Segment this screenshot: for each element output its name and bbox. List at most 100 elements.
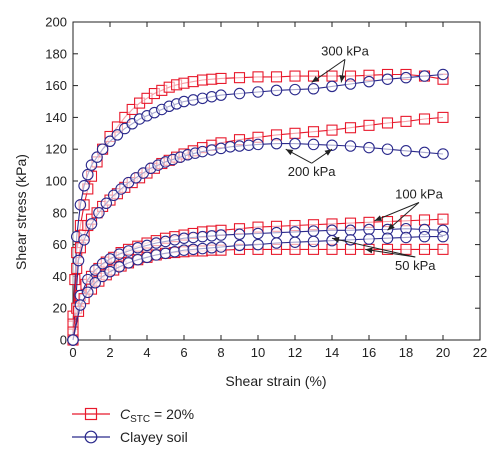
legend-item-stc: CSTC = 20% [72, 406, 194, 425]
x-tick-label: 18 [399, 345, 413, 360]
annotation-arrowhead-200kpa [285, 149, 294, 156]
annotation-arrowhead-100kpa [387, 223, 395, 231]
y-tick-label: 60 [53, 237, 67, 252]
y-tick-label: 80 [53, 205, 67, 220]
data-point-clay-300kpa [252, 86, 264, 98]
data-point-clay-200kpa [381, 143, 394, 155]
data-point-clay-300kpa [289, 83, 301, 96]
data-point-clay-300kpa [363, 75, 375, 88]
legend-marker-stc [84, 407, 98, 421]
data-point-stc-300kpa [126, 103, 138, 115]
data-point-clay-200kpa [400, 145, 412, 157]
legend-item-clay: Clayey soil [72, 429, 188, 445]
data-point-stc-300kpa [187, 76, 199, 88]
data-point-clay-300kpa [206, 90, 218, 103]
data-point-clay-200kpa [78, 234, 90, 246]
legend-label-stc-sub: STC [130, 414, 150, 425]
data-point-stc-100kpa [437, 213, 449, 225]
annotation-arrowhead-50kpa [332, 236, 340, 243]
annotation-arrow-50kpa [331, 237, 416, 258]
x-tick-label: 6 [180, 345, 187, 360]
annotation-arrowhead-50kpa [365, 247, 373, 254]
data-point-clay-300kpa [111, 129, 124, 141]
data-point-clay-100kpa [344, 224, 357, 237]
data-point-clay-300kpa [91, 151, 103, 163]
legend: CSTC = 20% Clayey soil [72, 406, 194, 445]
data-point-clay-50kpa [233, 239, 246, 252]
data-point-clay-300kpa [437, 68, 449, 81]
data-point-clay-200kpa [437, 148, 449, 160]
data-point-clay-50kpa [169, 246, 181, 258]
y-tick-label: 140 [45, 110, 67, 125]
data-point-stc-300kpa [215, 72, 227, 84]
data-point-clay-50kpa [418, 230, 431, 243]
data-point-clay-100kpa [89, 264, 101, 276]
y-tick-label: 40 [53, 269, 67, 284]
x-tick-label: 0 [69, 345, 76, 360]
annotation-arrowhead-300kpa [311, 75, 320, 83]
data-point-clay-50kpa [437, 230, 449, 243]
data-point-clay-100kpa [270, 226, 283, 239]
x-tick-label: 4 [143, 345, 150, 360]
data-point-stc-200kpa [381, 117, 394, 129]
data-point-clay-50kpa [89, 277, 101, 289]
data-point-stc-300kpa [196, 74, 209, 86]
data-point-clay-50kpa [289, 236, 301, 248]
data-point-stc-200kpa [289, 127, 301, 139]
data-point-clay-300kpa [381, 73, 394, 85]
data-point-stc-300kpa [326, 70, 338, 82]
series-stc-300kpa [67, 68, 449, 322]
data-point-clay-200kpa [115, 183, 127, 195]
x-tick-label: 12 [288, 345, 302, 360]
data-point-clay-300kpa [215, 89, 227, 101]
data-point-clay-300kpa [196, 92, 209, 105]
y-tick-label: 100 [45, 174, 67, 189]
data-point-stc-300kpa [206, 73, 218, 85]
y-tick-label: 120 [45, 142, 67, 157]
data-point-stc-200kpa [307, 126, 320, 138]
data-point-stc-300kpa [233, 72, 246, 84]
data-point-clay-300kpa [307, 83, 320, 95]
data-point-clay-100kpa [307, 225, 320, 237]
data-point-stc-300kpa [119, 111, 131, 123]
data-point-clay-300kpa [82, 168, 94, 181]
data-point-clay-300kpa [326, 80, 338, 93]
data-point-clay-50kpa [82, 286, 94, 299]
data-point-clay-300kpa [178, 95, 190, 108]
data-point-clay-300kpa [74, 199, 87, 211]
data-point-clay-100kpa [252, 227, 264, 240]
annotation-200kpa: 200 kPa [288, 164, 336, 179]
data-point-clay-50kpa [270, 237, 283, 249]
series-layer [67, 68, 449, 346]
data-point-clay-300kpa [96, 143, 109, 155]
y-axis-title: Shear stress (kPa) [13, 154, 29, 270]
x-axis-title: Shear strain (%) [225, 373, 326, 389]
annotation-arrow-50kpa [365, 248, 416, 258]
data-point-clay-50kpa [307, 235, 320, 248]
data-point-stc-50kpa [344, 243, 357, 255]
data-point-clay-50kpa [104, 265, 116, 278]
data-point-clay-50kpa [67, 334, 79, 346]
y-tick-label: 160 [45, 78, 67, 93]
data-point-clay-200kpa [270, 137, 283, 150]
data-point-clay-200kpa [289, 137, 301, 150]
annotation-arrowhead-100kpa [374, 215, 383, 221]
data-point-clay-300kpa [270, 84, 283, 97]
annotation-arrowhead-200kpa [324, 149, 332, 156]
legend-label-stc-rest: = 20% [150, 406, 194, 422]
data-point-clay-100kpa [159, 235, 172, 248]
data-point-clay-200kpa [363, 141, 375, 154]
data-point-clay-100kpa [150, 237, 163, 249]
data-point-clay-200kpa [418, 146, 431, 159]
data-point-clay-200kpa [107, 189, 120, 202]
x-axis: 0 2 4 6 8 10 12 14 16 18 20 22 [69, 22, 487, 360]
data-point-stc-100kpa [418, 214, 431, 226]
data-point-clay-200kpa [344, 140, 357, 152]
data-point-clay-100kpa [104, 253, 116, 265]
legend-label-stc-main: C [120, 406, 131, 422]
data-point-stc-200kpa [437, 111, 449, 123]
x-tick-label: 8 [217, 345, 224, 360]
series-clay-100kpa [67, 222, 449, 346]
y-tick-label: 200 [45, 15, 67, 30]
data-point-clay-300kpa [104, 135, 116, 148]
